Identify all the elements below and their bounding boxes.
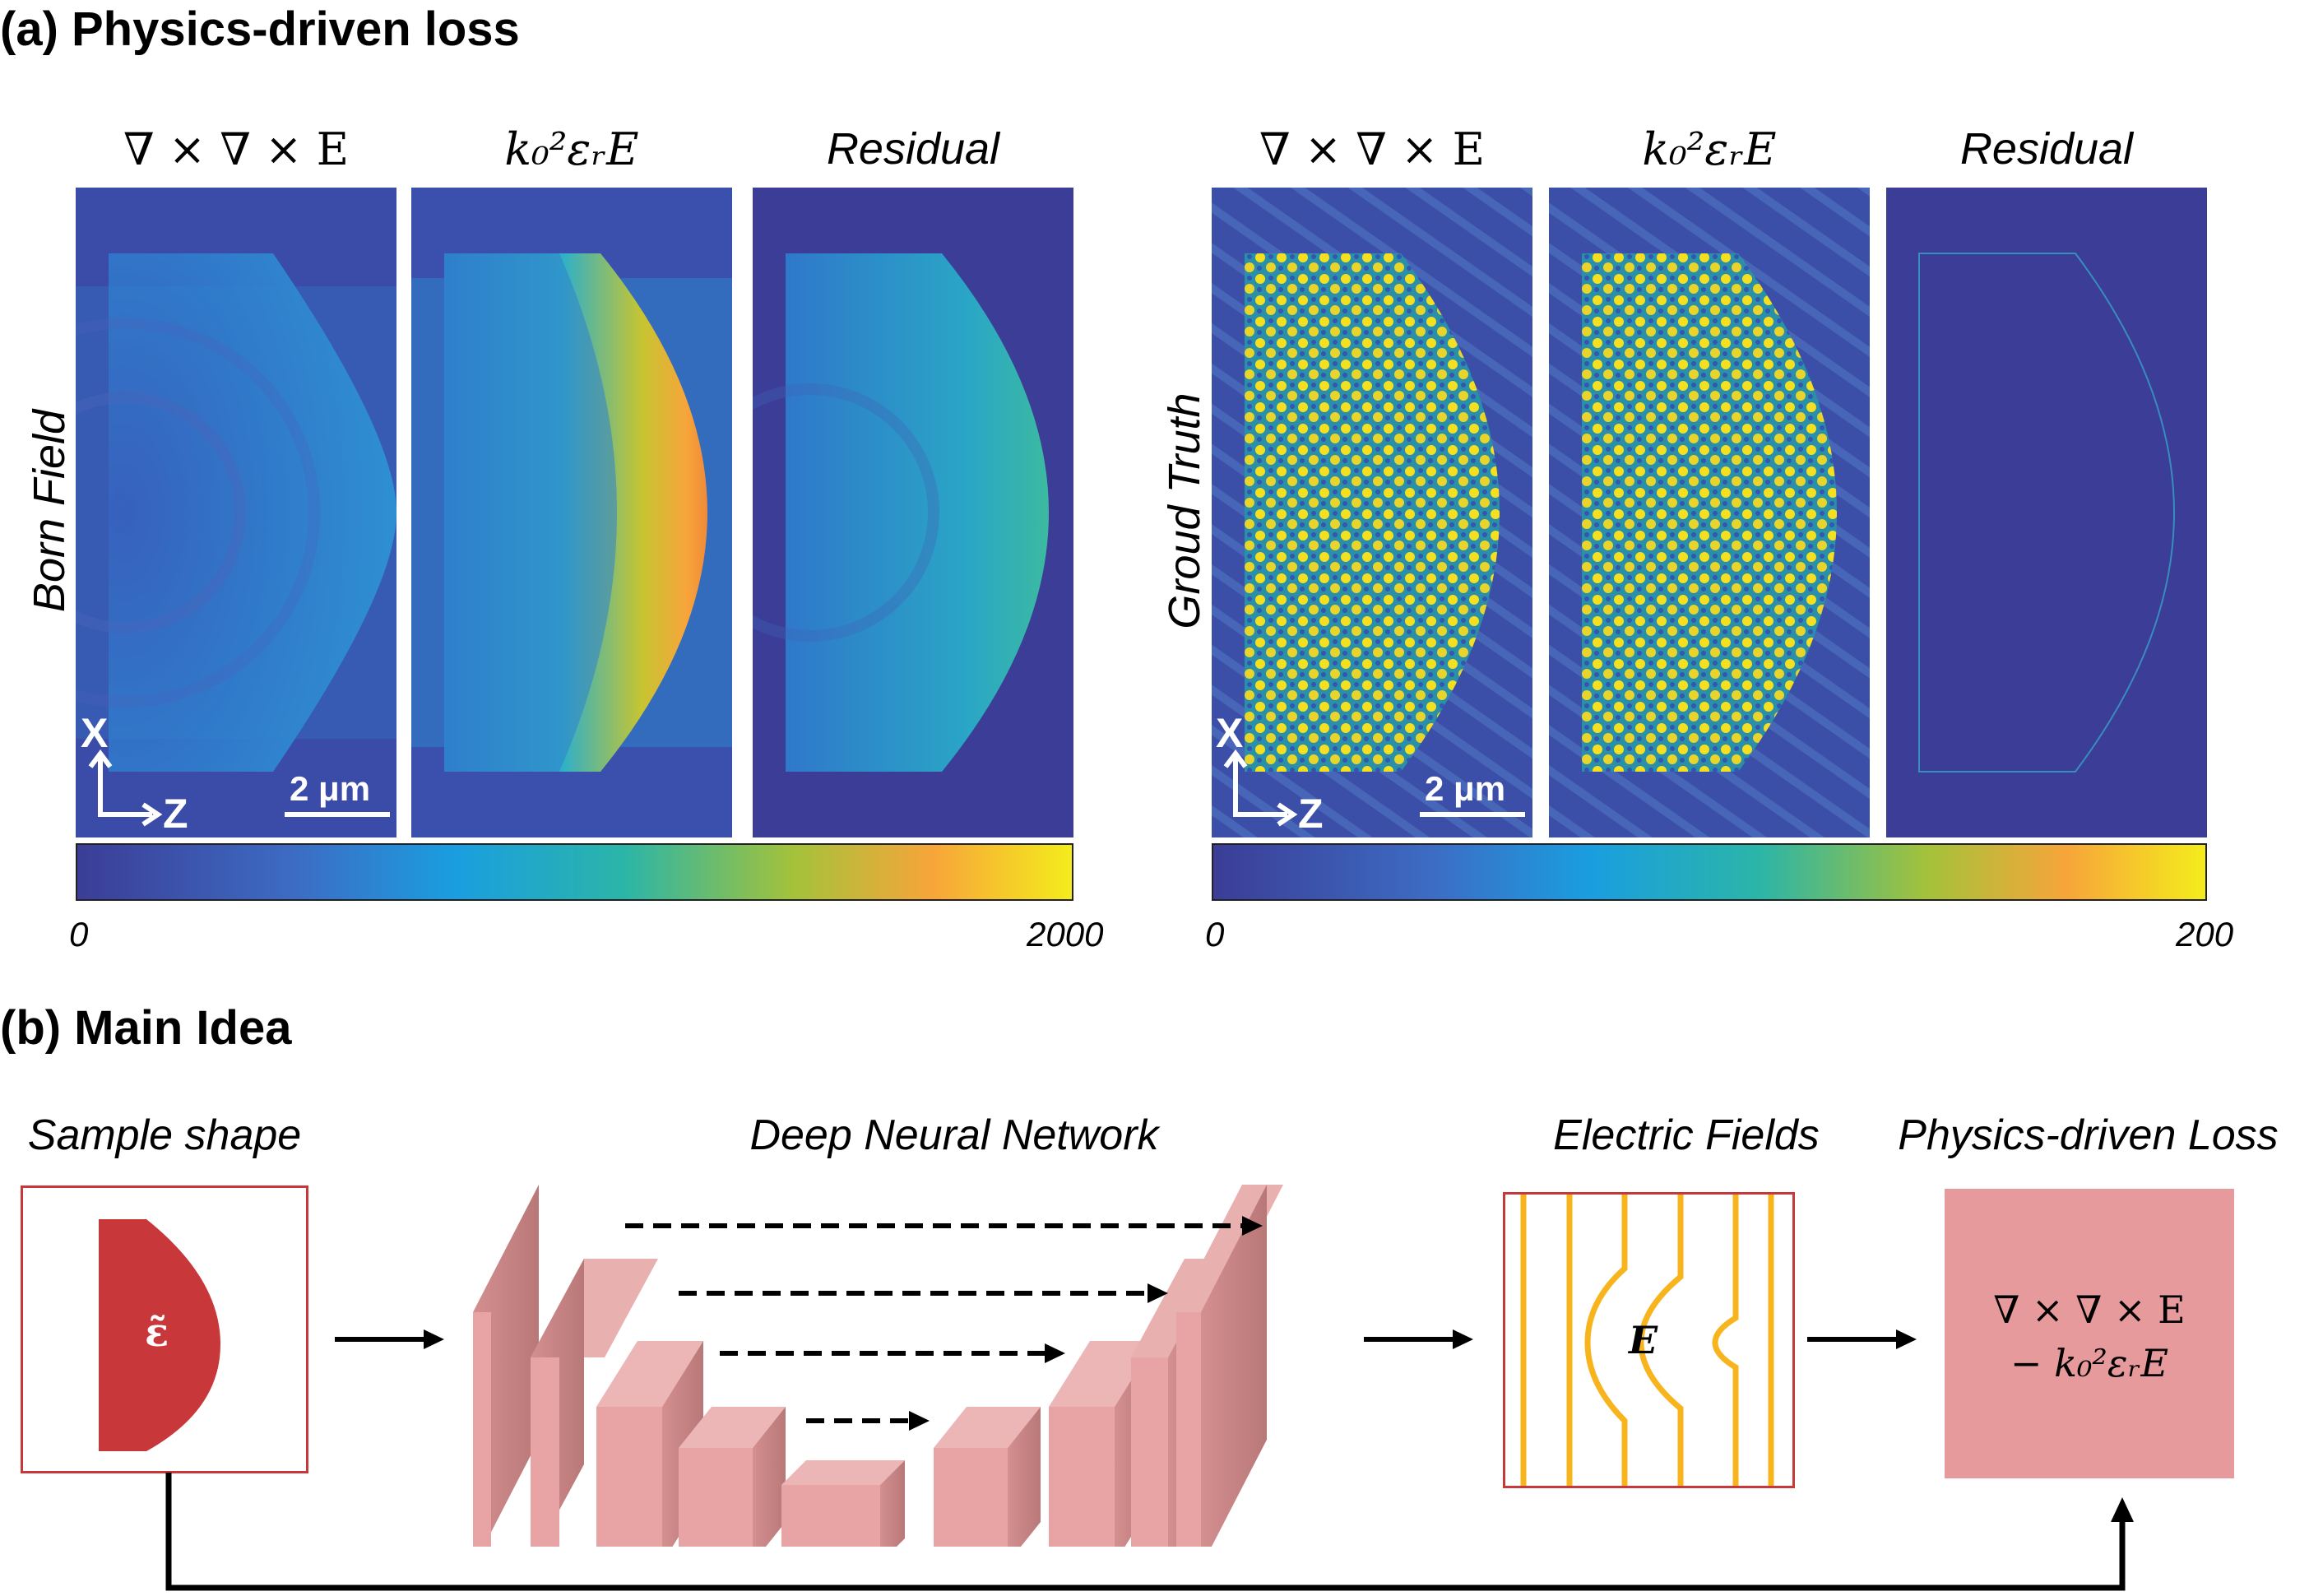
right-axis-z: Z <box>1298 791 1324 837</box>
born-residual-panel <box>753 188 1073 837</box>
encoder-block-4 <box>679 1407 786 1547</box>
born-curl-curl-panel <box>76 188 396 837</box>
loss-line-2: − k₀²εᵣE <box>2010 1341 2169 1385</box>
physics-loss-box: ∇ × ∇ × E − k₀²εᵣE <box>1945 1189 2234 1478</box>
right-axis-x: X <box>1216 710 1244 756</box>
gt-residual-panel <box>1886 188 2207 837</box>
left-colorbar-max: 2000 <box>1027 915 1104 953</box>
arrow-network-to-fields <box>1364 1329 1473 1349</box>
arrow-fields-to-loss <box>1807 1329 1917 1349</box>
right-axis-indicator <box>1217 708 1349 839</box>
left-colorbar-min: 0 <box>69 915 89 953</box>
right-scalebar <box>1420 812 1525 817</box>
left-scalebar-label: 2 μm <box>290 769 371 808</box>
left-header-residual: Residual <box>826 124 1000 174</box>
left-axis-indicator <box>82 708 214 839</box>
right-header-residual: Residual <box>1959 124 2134 174</box>
loss-line-1: ∇ × ∇ × E <box>1993 1287 2186 1332</box>
born-k0-eps-E-panel <box>411 188 732 837</box>
sample-epsilon-symbol: ε̃ <box>145 1310 169 1356</box>
left-axis-z: Z <box>163 791 188 837</box>
stage-label-network: Deep Neural Network <box>749 1111 1159 1159</box>
section-a-title: (a) Physics-driven loss <box>0 2 520 56</box>
electric-fields-box: E <box>1503 1192 1795 1488</box>
bottleneck-block <box>781 1460 905 1547</box>
right-colorbar-min: 0 <box>1205 915 1225 953</box>
left-colorbar <box>76 843 1073 901</box>
section-b-title: (b) Main Idea <box>0 1001 292 1055</box>
sample-shape-box: ε̃ <box>21 1185 308 1473</box>
left-header-curl-curl: ∇ × ∇ × E <box>123 123 349 175</box>
encoder-block-2 <box>531 1259 658 1547</box>
unet-diagram <box>473 1185 1283 1547</box>
decoder-block-1 <box>934 1407 1041 1547</box>
left-scalebar <box>285 812 390 817</box>
right-colorbar-max: 200 <box>2176 915 2234 953</box>
gt-curl-curl-panel <box>1212 188 1532 837</box>
right-colorbar <box>1212 843 2207 901</box>
left-axis-x: X <box>81 710 109 756</box>
left-header-k0-eps-E: k₀²εᵣE <box>504 123 639 175</box>
right-scalebar-label: 2 μm <box>1425 769 1506 808</box>
sample-shape <box>99 1219 220 1451</box>
arrow-sample-to-network <box>335 1329 444 1349</box>
row-label-born-field: Born Field <box>25 409 74 613</box>
right-header-curl-curl: ∇ × ∇ × E <box>1259 123 1485 175</box>
row-label-ground-truth: Groud Truth <box>1160 392 1209 629</box>
right-header-k0-eps-E: k₀²εᵣE <box>1642 123 1777 175</box>
encoder-block-1 <box>473 1185 539 1547</box>
stage-label-fields: Electric Fields <box>1553 1111 1820 1159</box>
field-symbol-E: E <box>1629 1318 1658 1362</box>
stage-label-sample: Sample shape <box>27 1111 302 1159</box>
gt-k0-eps-E-panel <box>1549 188 1870 837</box>
decoder-block-4 <box>1176 1185 1283 1547</box>
skip-connection-arrow <box>165 1473 2134 1591</box>
stage-label-loss: Physics-driven Loss <box>1898 1111 2279 1159</box>
